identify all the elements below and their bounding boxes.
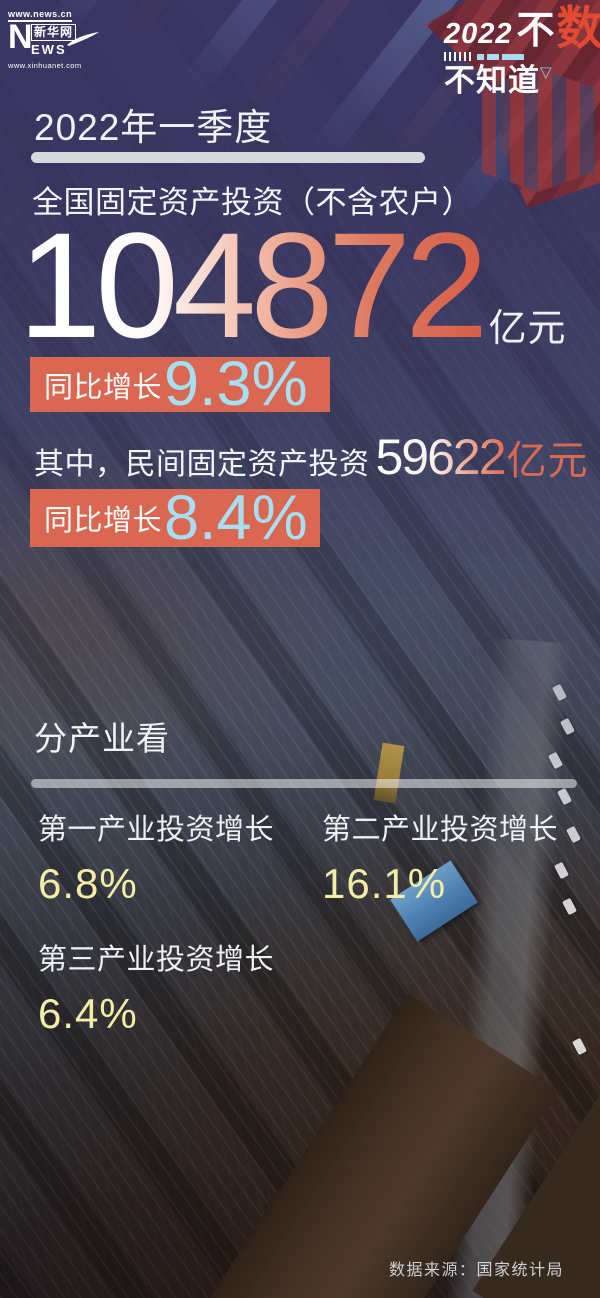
industry-value: 6.8% — [38, 860, 138, 907]
industry-label: 第三产业投资增长 — [38, 944, 275, 976]
ruler-dash — [477, 53, 484, 60]
industry-label: 第一产业投资增长 — [38, 814, 275, 846]
swoosh-icon — [66, 31, 100, 52]
private-value: 59622 — [375, 429, 507, 485]
campaign-badge: 2022 不 数 不知道▽ — [444, 5, 600, 96]
badge-line2: 不知道▽ — [444, 65, 594, 96]
ruler-ticks-decoration — [444, 52, 536, 62]
industry-value: 16.1% — [322, 860, 447, 907]
ruler-dash — [502, 53, 524, 60]
triangle-icon: ▽ — [540, 64, 553, 82]
page-title-period: 2022年一季度 — [34, 107, 273, 148]
logo-letter-n: N — [8, 18, 33, 56]
badge-word-bu: 不 — [516, 10, 555, 53]
headline-figure: 104872 亿元 — [18, 210, 567, 360]
striped-cube-decoration — [482, 68, 594, 192]
growth-value: 8.4% — [164, 482, 308, 553]
industry-item-secondary: 第二产业投资增长 16.1% — [322, 806, 558, 908]
logo-url-top: www.news.cn — [8, 9, 73, 22]
badge-year: 2022 — [444, 18, 513, 51]
growth-chip-private: 同比增长 8.4% — [30, 482, 320, 553]
data-source: 数据来源：国家统计局 — [388, 1262, 564, 1279]
industry-item-tertiary: 第三产业投资增长 6.4% — [38, 936, 274, 1038]
logo-letters-ews: EWS — [31, 42, 67, 57]
title-divider — [31, 152, 425, 163]
industry-item-primary: 第一产业投资增长 6.8% — [38, 806, 274, 908]
ruler-dash — [487, 53, 499, 60]
growth-label: 同比增长 — [44, 371, 163, 404]
headline-unit: 亿元 — [488, 308, 567, 350]
industry-value: 6.4% — [38, 990, 138, 1037]
subtitle: 全国固定资产投资（不含农户） — [32, 185, 473, 220]
growth-chip-total: 同比增长 9.3% — [30, 353, 330, 416]
headline-value: 104872 — [18, 201, 489, 369]
growth-label: 同比增长 — [44, 505, 163, 537]
private-investment-line: 其中，民间固定资产投资 59622 亿元 — [34, 428, 589, 486]
growth-value: 9.3% — [164, 349, 308, 419]
section-divider — [31, 779, 577, 788]
logo-mid: N 新华网 EWS — [8, 18, 100, 59]
private-unit: 亿元 — [506, 439, 589, 483]
badge-line1: 2022 不 数 — [444, 5, 600, 53]
xinhua-logo: www.news.cn N 新华网 EWS www.xinhuanet.com — [8, 4, 100, 70]
logo-url-bottom: www.xinhuanet.com — [8, 61, 82, 70]
badge-word-shu: 数 — [556, 2, 600, 54]
badge-line2-text: 不知道 — [444, 63, 540, 99]
industry-label: 第二产业投资增长 — [322, 814, 559, 846]
logo-chinese-name: 新华网 — [31, 24, 77, 41]
private-prefix: 其中，民间固定资产投资 — [34, 448, 370, 481]
ruler-ticks — [444, 52, 474, 62]
section-title-industry: 分产业看 — [34, 720, 170, 757]
